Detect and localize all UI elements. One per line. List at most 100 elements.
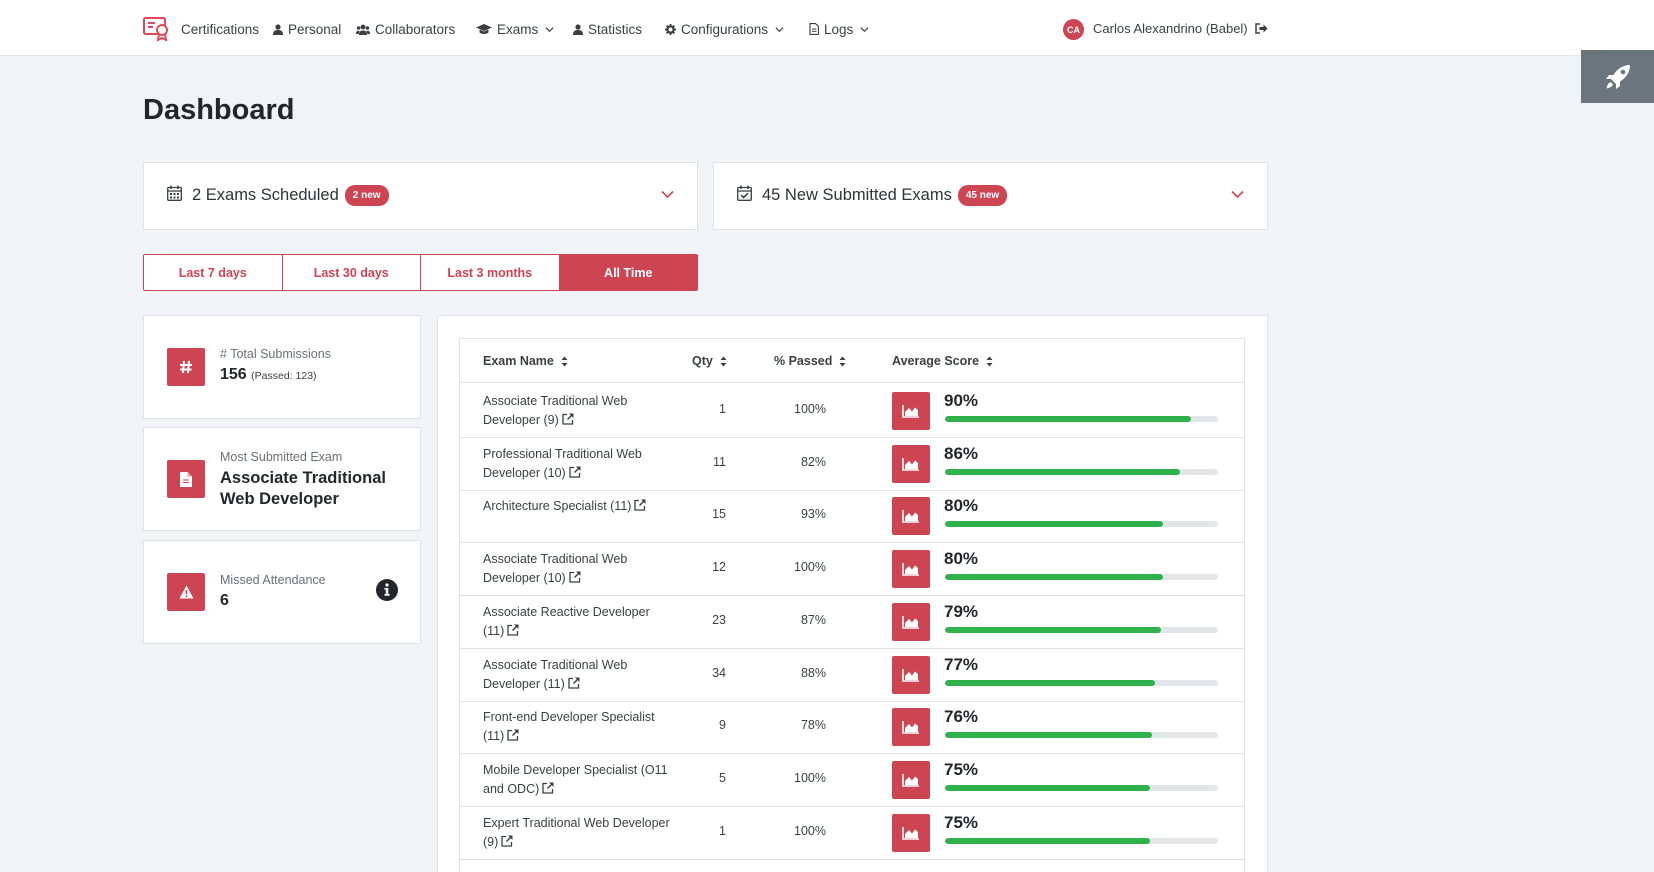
external-link-icon[interactable] bbox=[507, 728, 519, 747]
exam-name: Associate Traditional Web Developer (11) bbox=[483, 657, 628, 691]
table-row: Associate Reactive Developer (11) 23 87% 79… bbox=[460, 594, 1244, 649]
average-score-value: 86% bbox=[944, 443, 979, 463]
calendar-check-icon bbox=[737, 185, 752, 201]
average-score-value: 75% bbox=[944, 759, 979, 779]
table-row: Expert Traditional Web Developer (9) 1 100… bbox=[460, 805, 1244, 860]
nav-certifications-label: Certifications bbox=[181, 21, 260, 37]
table-row: Mobile Developer Specialist (O11 and ODC… bbox=[460, 752, 1244, 807]
passed-cell: 93% bbox=[800, 507, 826, 522]
file-icon bbox=[809, 23, 819, 35]
average-score-value: 90% bbox=[944, 391, 979, 410]
external-link-icon[interactable] bbox=[569, 570, 581, 589]
nav-statistics[interactable]: Statistics bbox=[573, 19, 642, 39]
new-badge: 45 new bbox=[957, 185, 1008, 206]
score-progress-bar bbox=[945, 732, 1218, 739]
page-title: Dashboard bbox=[143, 94, 295, 126]
area-chart-icon[interactable] bbox=[892, 760, 930, 799]
chevron-down-icon[interactable] bbox=[661, 190, 674, 199]
passed-cell: 100% bbox=[794, 560, 826, 575]
range-last-30-days-button[interactable]: Last 30 days bbox=[281, 254, 421, 291]
average-score-value: 75% bbox=[944, 812, 979, 832]
exam-name: Front-end Developer Specialist (11) bbox=[483, 710, 655, 744]
total-submissions-number: 156 bbox=[220, 366, 247, 383]
qty-cell: 15 bbox=[712, 507, 726, 522]
external-link-icon[interactable] bbox=[542, 781, 554, 800]
user-avatar[interactable]: CA bbox=[1063, 19, 1084, 40]
nav-logs[interactable]: Logs bbox=[809, 19, 869, 39]
passed-cell: 78% bbox=[800, 718, 826, 733]
range-last-7-days-button[interactable]: Last 7 days bbox=[143, 254, 283, 291]
exam-name-cell: Associate Reactive Developer (11) bbox=[483, 603, 673, 642]
external-link-icon[interactable] bbox=[568, 676, 580, 695]
exam-name-cell: Architecture Specialist (11) bbox=[483, 497, 673, 517]
user-name[interactable]: Carlos Alexandrino (Babel) bbox=[1093, 21, 1248, 36]
exam-name-cell: Expert Traditional Web Developer (9) bbox=[483, 814, 673, 853]
rocket-icon bbox=[1605, 64, 1630, 89]
passed-cell: 88% bbox=[800, 665, 826, 680]
passed-cell: 82% bbox=[800, 454, 826, 469]
average-score-value: 80% bbox=[944, 496, 979, 516]
range-all-time-button[interactable]: All Time bbox=[558, 254, 698, 291]
logout-icon[interactable] bbox=[1255, 23, 1268, 34]
rocket-launcher-button[interactable] bbox=[1581, 50, 1654, 103]
sort-passed[interactable]: % Passed bbox=[774, 354, 846, 368]
external-link-icon[interactable] bbox=[507, 623, 519, 642]
nav-certifications[interactable]: Certifications bbox=[181, 19, 259, 39]
exams-scheduled-text: 2 Exams Scheduled bbox=[192, 186, 339, 204]
range-last-3-months-button[interactable]: Last 3 months bbox=[420, 254, 560, 291]
table-row: Professional Traditional Web Developer (… bbox=[460, 436, 1244, 491]
area-chart-icon[interactable] bbox=[892, 602, 930, 641]
area-chart-icon[interactable] bbox=[892, 655, 930, 694]
exams-scheduled-accordion[interactable]: 2 Exams Scheduled 2 new bbox=[143, 162, 698, 230]
sort-average-score[interactable]: Average Score bbox=[892, 354, 993, 368]
area-chart-icon[interactable] bbox=[892, 497, 930, 536]
score-progress-bar bbox=[945, 521, 1218, 528]
external-link-icon[interactable] bbox=[634, 498, 646, 517]
submitted-exams-text: 45 New Submitted Exams bbox=[762, 186, 952, 204]
external-link-icon[interactable] bbox=[569, 465, 581, 484]
nav-exams[interactable]: Exams bbox=[476, 19, 554, 39]
sort-icon bbox=[839, 356, 846, 366]
warning-icon bbox=[167, 573, 205, 611]
nav-configurations[interactable]: Configurations bbox=[665, 19, 784, 39]
area-chart-icon[interactable] bbox=[892, 813, 930, 852]
submitted-exams-title: 45 New Submitted Exams 45 new bbox=[762, 185, 1008, 206]
score-progress-fill bbox=[945, 468, 1180, 475]
top-navbar: Certifications Personal Collaborators Ex… bbox=[0, 0, 1654, 56]
sort-exam-name[interactable]: Exam Name bbox=[483, 354, 568, 368]
chevron-down-icon[interactable] bbox=[1231, 190, 1244, 199]
document-icon bbox=[167, 460, 205, 498]
average-score-header: Average Score bbox=[892, 354, 980, 368]
total-submissions-card: # Total Submissions 156 (Passed: 123) bbox=[143, 315, 421, 419]
sort-icon bbox=[720, 356, 727, 366]
passed-header: % Passed bbox=[774, 354, 833, 368]
nav-collaborators[interactable]: Collaborators bbox=[356, 19, 455, 39]
external-link-icon[interactable] bbox=[562, 412, 574, 431]
qty-cell: 11 bbox=[713, 454, 726, 469]
qty-cell: 23 bbox=[712, 612, 726, 627]
score-progress-fill bbox=[945, 416, 1191, 422]
user-icon bbox=[273, 23, 283, 35]
submitted-exams-accordion[interactable]: 45 New Submitted Exams 45 new bbox=[713, 162, 1268, 230]
area-chart-icon[interactable] bbox=[892, 708, 930, 747]
table-row: Associate Traditional Web Developer (11)… bbox=[460, 647, 1244, 702]
score-progress-fill bbox=[945, 784, 1150, 791]
nav-exams-label: Exams bbox=[497, 21, 539, 37]
nav-personal[interactable]: Personal bbox=[273, 19, 341, 39]
passed-cell: 100% bbox=[794, 770, 826, 785]
exam-name: Associate Reactive Developer (11) bbox=[483, 604, 650, 638]
external-link-icon[interactable] bbox=[501, 834, 513, 853]
qty-cell: 1 bbox=[719, 823, 726, 838]
info-icon[interactable] bbox=[376, 579, 398, 601]
score-progress-fill bbox=[945, 679, 1156, 686]
average-score-value: 77% bbox=[944, 654, 979, 674]
score-progress-bar bbox=[945, 626, 1218, 633]
area-chart-icon[interactable] bbox=[892, 392, 930, 430]
passed-cell: 100% bbox=[794, 402, 826, 416]
area-chart-icon[interactable] bbox=[892, 550, 930, 589]
sort-qty[interactable]: Qty bbox=[692, 354, 727, 368]
passed-count: (Passed: 123) bbox=[251, 370, 317, 382]
area-chart-icon[interactable] bbox=[892, 444, 930, 483]
exam-logo-icon[interactable] bbox=[143, 17, 172, 41]
score-progress-bar bbox=[945, 784, 1218, 791]
